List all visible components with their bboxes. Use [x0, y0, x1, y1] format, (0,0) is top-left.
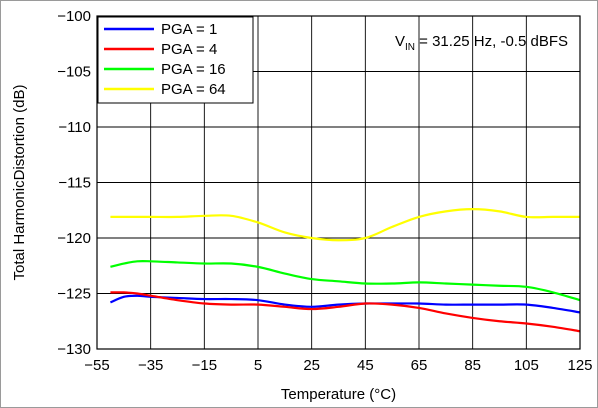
x-tick-label: 5 — [254, 357, 262, 374]
legend-label: PGA = 1 — [161, 21, 217, 38]
y-tick-labels: −100 −105 −110 −115 −120 −125 −130 — [57, 8, 91, 358]
y-tick-label: −125 — [57, 286, 91, 303]
x-tick-label: −15 — [192, 357, 217, 374]
legend-label: PGA = 64 — [161, 81, 226, 98]
x-tick-label: 105 — [514, 357, 539, 374]
series-line — [110, 259, 581, 302]
x-tick-labels: −55 −35 −15 5 25 45 65 85 105 125 — [84, 357, 592, 374]
x-tick-label: 85 — [464, 357, 481, 374]
annotation-suffix: = 31.25 Hz, -0.5 dBFS — [415, 33, 568, 50]
x-tick-label: 45 — [357, 357, 374, 374]
x-tick-label: 125 — [567, 357, 592, 374]
legend-label: PGA = 4 — [161, 41, 217, 58]
annotation-subscript: IN — [405, 42, 415, 53]
legend: PGA = 1 PGA = 4 PGA = 16 PGA = 64 — [97, 16, 254, 104]
x-tick-label: 65 — [411, 357, 428, 374]
x-tick-label: −55 — [84, 357, 109, 374]
x-tick-label: 25 — [303, 357, 320, 374]
series-lines — [109, 208, 581, 333]
y-tick-label: −120 — [57, 230, 91, 247]
y-tick-label: −130 — [57, 341, 91, 358]
y-axis-label: Total HarmonicDistortion (dB) — [11, 85, 28, 281]
series-line — [110, 291, 581, 333]
y-tick-label: −115 — [58, 175, 91, 192]
y-tick-label: −110 — [58, 119, 91, 136]
annotation-prefix: V — [395, 33, 405, 50]
legend-label: PGA = 16 — [161, 61, 226, 78]
plot-frame — [96, 15, 581, 350]
y-tick-label: −100 — [57, 8, 91, 25]
x-axis-label: Temperature (°C) — [281, 386, 396, 403]
series-line — [110, 208, 580, 242]
condition-annotation: VIN = 31.25 Hz, -0.5 dBFS — [395, 33, 568, 53]
x-tick-label: −35 — [138, 357, 163, 374]
y-tick-label: −105 — [57, 64, 91, 81]
